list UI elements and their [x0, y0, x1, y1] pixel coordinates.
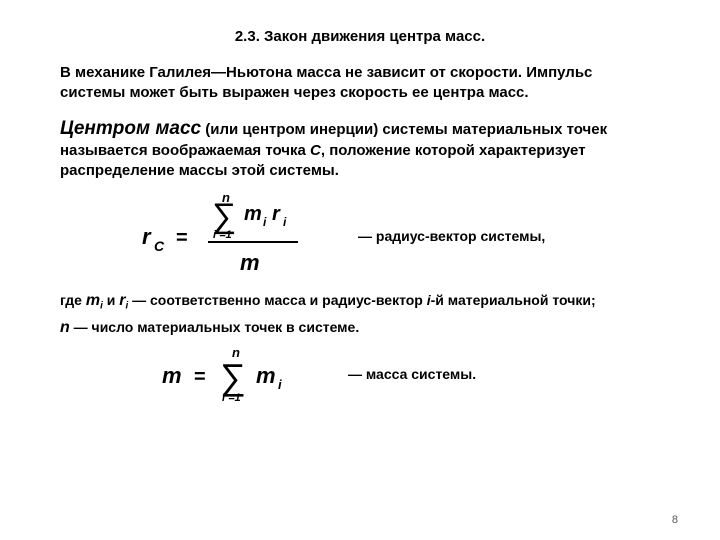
f2-lhs: m: [162, 363, 182, 388]
f1-lhs-sub: C: [154, 238, 165, 254]
definition-paragraph: Центром масс (или центром инерции) систе…: [60, 116, 660, 182]
formula-m: m = ∑ n i =1 m i — масса системы.: [60, 345, 660, 403]
where1-rest-a: — соответственно масса и радиус-вектор: [128, 292, 427, 308]
formula-m-svg: m = ∑ n i =1 m i: [160, 345, 330, 403]
f1-lhs: r: [142, 224, 152, 249]
page-number: 8: [672, 514, 678, 526]
f1-caption: — радиус-вектор системы,: [358, 228, 545, 244]
page-title: 2.3. Закон движения центра масс.: [60, 28, 660, 45]
where1-rest-b: -й материальной точки;: [431, 292, 596, 308]
f1-term-ri: i: [283, 215, 287, 229]
f1-term-r: r: [272, 203, 281, 225]
f2-term-mi: i: [278, 377, 282, 392]
where1-pre: где: [60, 292, 86, 308]
f2-sum-lower: i =1: [222, 392, 241, 403]
where2-n: n: [60, 319, 70, 336]
point-c: С: [310, 142, 321, 159]
f1-term-mi: i: [263, 215, 267, 229]
formula-rc-svg: r C = ∑ n i =1 m i r i m: [140, 192, 340, 280]
f1-sum-upper: n: [222, 192, 230, 205]
where1-m: m: [86, 292, 100, 309]
f2-caption: — масса системы.: [348, 366, 476, 382]
f2-eq: =: [194, 366, 206, 388]
f1-denom: m: [240, 250, 260, 275]
f2-term-m: m: [256, 363, 276, 388]
f2-sum-upper: n: [232, 345, 240, 360]
formula-rc: r C = ∑ n i =1 m i r i m — радиус-вектор…: [60, 192, 660, 280]
f2-sigma: ∑: [220, 356, 246, 397]
where-line-1: где mi и ri — соответственно масса и рад…: [60, 290, 660, 313]
where1-and: и: [103, 292, 119, 308]
where-line-2: n — число материальных точек в системе.: [60, 317, 660, 339]
f1-eq: =: [176, 227, 188, 249]
f1-sum-lower: i =1: [213, 229, 232, 241]
term-center-of-mass: Центром масс: [60, 118, 201, 139]
f1-term-m: m: [244, 203, 262, 225]
intro-paragraph: В механике Галилея—Ньютона масса не зави…: [60, 63, 660, 104]
where2-rest: — число материальных точек в системе.: [70, 319, 359, 335]
